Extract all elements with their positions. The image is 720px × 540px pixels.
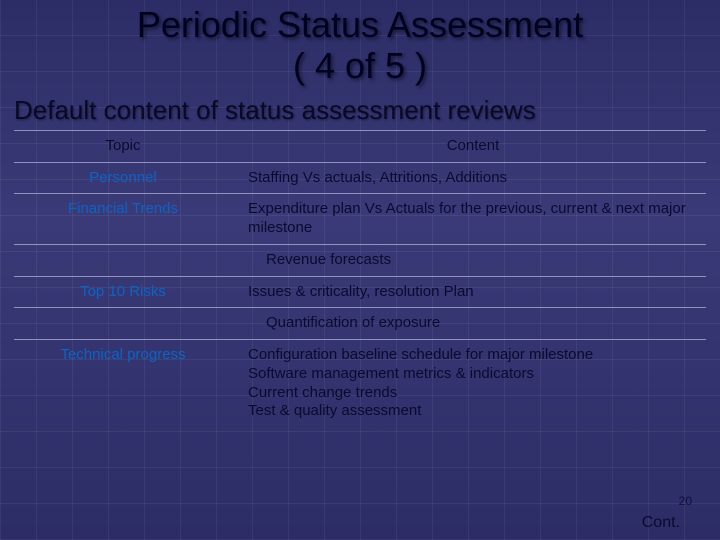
- assessment-table: Topic Content Personnel Staffing Vs actu…: [14, 130, 706, 427]
- slide-number: 20: [679, 494, 692, 508]
- header-content: Content: [236, 131, 706, 162]
- header-topic: Topic: [14, 131, 236, 160]
- topic-cell: Personnel: [14, 163, 236, 192]
- content-line: Software management metrics & indicators: [248, 365, 698, 384]
- slide-subtitle: Default content of status assessment rev…: [0, 87, 720, 130]
- slide-title: Periodic Status Assessment ( 4 of 5 ): [0, 0, 720, 87]
- topic-cell: [14, 308, 236, 320]
- topic-cell: Technical progress: [14, 340, 236, 369]
- content-cell: Issues & criticality, resolution Plan: [236, 277, 706, 308]
- content-cell: Configuration baseline schedule for majo…: [236, 340, 706, 427]
- title-line-1: Periodic Status Assessment: [0, 4, 720, 45]
- content-cell: Revenue forecasts: [236, 245, 706, 276]
- content-line: Current change trends: [248, 384, 698, 403]
- title-line-2: ( 4 of 5 ): [0, 45, 720, 86]
- table-row: Revenue forecasts: [14, 244, 706, 276]
- table-row: Top 10 Risks Issues & criticality, resol…: [14, 276, 706, 308]
- table-header-row: Topic Content: [14, 130, 706, 162]
- content-line: Test & quality assessment: [248, 402, 698, 421]
- table-row: Technical progress Configuration baselin…: [14, 339, 706, 427]
- table-row: Financial Trends Expenditure plan Vs Act…: [14, 193, 706, 244]
- continued-label: Cont.: [642, 514, 680, 532]
- topic-cell: Top 10 Risks: [14, 277, 236, 306]
- content-line: Configuration baseline schedule for majo…: [248, 346, 698, 365]
- table-row: Quantification of exposure: [14, 307, 706, 339]
- slide: Periodic Status Assessment ( 4 of 5 ) De…: [0, 0, 720, 540]
- content-cell: Staffing Vs actuals, Attritions, Additio…: [236, 163, 706, 194]
- content-cell: Quantification of exposure: [236, 308, 706, 339]
- table-row: Personnel Staffing Vs actuals, Attrition…: [14, 162, 706, 194]
- topic-cell: [14, 245, 236, 257]
- topic-cell: Financial Trends: [14, 194, 236, 223]
- content-cell: Expenditure plan Vs Actuals for the prev…: [236, 194, 706, 244]
